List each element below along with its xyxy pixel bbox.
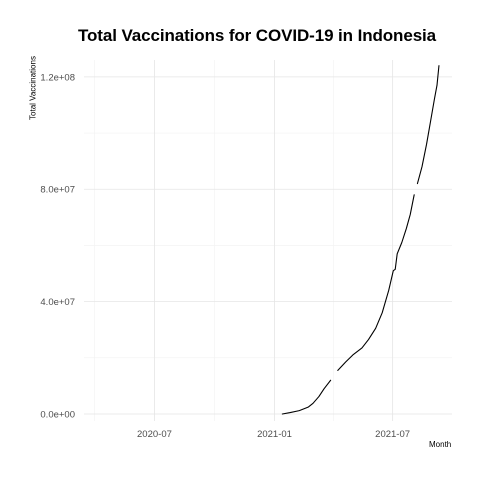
- series-line: [416, 65, 440, 185]
- series-layer: [281, 65, 440, 415]
- y-tick-label: 8.0e+07: [40, 185, 75, 196]
- x-tick-label: 2021-07: [375, 429, 410, 440]
- minor-gridlines: [84, 60, 452, 421]
- x-tick-label: 2020-07: [137, 429, 172, 440]
- y-tick-label: 1.2e+08: [40, 72, 75, 83]
- x-axis-title: Month: [429, 440, 452, 449]
- series-line: [281, 379, 332, 415]
- y-tick-label: 4.0e+07: [40, 297, 75, 308]
- tick-labels: 0.0e+00 4.0e+07 8.0e+07 1.2e+08 2020-07 2021-…: [40, 72, 410, 440]
- series-line: [337, 194, 415, 371]
- y-tick-label: 0.0e+00: [40, 409, 75, 420]
- major-gridlines: [84, 60, 452, 421]
- chart-title: Total Vaccinations for COVID-19 in Indon…: [78, 26, 437, 45]
- x-tick-label: 2021-01: [257, 429, 292, 440]
